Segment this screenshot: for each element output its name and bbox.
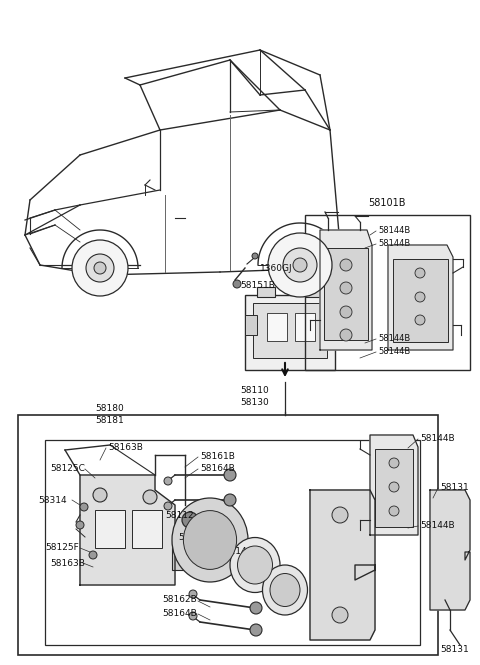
Circle shape xyxy=(94,262,106,274)
Text: 58144B: 58144B xyxy=(378,346,410,356)
Circle shape xyxy=(250,624,262,636)
Text: 58144B: 58144B xyxy=(378,225,410,235)
Ellipse shape xyxy=(263,565,308,615)
Circle shape xyxy=(340,306,352,318)
Circle shape xyxy=(72,240,128,296)
Bar xyxy=(253,303,327,358)
Circle shape xyxy=(340,259,352,271)
Text: 58113: 58113 xyxy=(178,533,207,541)
Text: 58181: 58181 xyxy=(95,416,124,424)
Text: 58144B: 58144B xyxy=(420,521,455,529)
Text: 58180: 58180 xyxy=(95,404,124,412)
Text: 58162B: 58162B xyxy=(162,595,197,604)
Bar xyxy=(305,215,470,370)
Circle shape xyxy=(268,233,332,297)
Circle shape xyxy=(93,488,107,502)
Circle shape xyxy=(389,458,399,468)
Ellipse shape xyxy=(230,537,280,593)
Text: 58110: 58110 xyxy=(240,386,269,394)
Text: 58314: 58314 xyxy=(38,495,67,505)
Ellipse shape xyxy=(270,573,300,606)
Circle shape xyxy=(283,248,317,282)
Text: 58114A: 58114A xyxy=(218,547,253,557)
Polygon shape xyxy=(430,490,470,610)
Bar xyxy=(132,510,162,548)
Circle shape xyxy=(340,282,352,294)
Bar xyxy=(323,315,335,335)
Circle shape xyxy=(415,268,425,278)
Text: 58164B: 58164B xyxy=(162,608,197,618)
Text: 58125C: 58125C xyxy=(50,464,85,473)
Circle shape xyxy=(182,512,198,528)
Text: 58161B: 58161B xyxy=(200,452,235,460)
Text: 1360GJ: 1360GJ xyxy=(260,263,293,273)
Circle shape xyxy=(76,521,84,529)
Circle shape xyxy=(89,551,97,559)
Text: 58101B: 58101B xyxy=(368,198,406,208)
Bar xyxy=(267,313,287,341)
Bar xyxy=(245,295,335,370)
Circle shape xyxy=(224,494,236,506)
Circle shape xyxy=(224,469,236,481)
Text: 58144B: 58144B xyxy=(378,334,410,342)
Text: 58151B: 58151B xyxy=(240,281,275,289)
Bar xyxy=(295,313,315,341)
Circle shape xyxy=(189,590,197,598)
Circle shape xyxy=(86,254,114,282)
Bar xyxy=(257,287,275,297)
Polygon shape xyxy=(310,490,375,640)
Bar xyxy=(375,449,413,527)
Ellipse shape xyxy=(238,546,273,584)
Circle shape xyxy=(293,258,307,272)
Circle shape xyxy=(250,602,262,614)
Text: 58112: 58112 xyxy=(165,511,193,519)
Circle shape xyxy=(415,315,425,325)
Circle shape xyxy=(332,507,348,523)
Bar xyxy=(95,510,125,548)
Ellipse shape xyxy=(172,498,248,582)
Bar xyxy=(245,315,257,335)
Text: 58131: 58131 xyxy=(440,483,469,491)
Circle shape xyxy=(143,490,157,504)
Circle shape xyxy=(80,503,88,511)
Circle shape xyxy=(189,612,197,620)
Bar xyxy=(172,540,248,570)
Bar xyxy=(305,287,323,297)
Circle shape xyxy=(389,506,399,516)
Circle shape xyxy=(415,292,425,302)
Polygon shape xyxy=(80,475,175,585)
Circle shape xyxy=(252,253,258,259)
Bar xyxy=(45,440,420,645)
Polygon shape xyxy=(388,245,453,350)
Circle shape xyxy=(233,280,241,288)
Text: 58125F: 58125F xyxy=(45,543,79,553)
Text: 58131: 58131 xyxy=(440,646,469,654)
Text: 58144B: 58144B xyxy=(378,239,410,247)
Polygon shape xyxy=(370,435,418,535)
Text: 58163B: 58163B xyxy=(50,559,85,567)
Ellipse shape xyxy=(183,511,237,569)
Text: 58130: 58130 xyxy=(240,398,269,406)
Polygon shape xyxy=(320,230,372,350)
Circle shape xyxy=(164,502,172,510)
Circle shape xyxy=(164,477,172,485)
Text: 58144B: 58144B xyxy=(420,434,455,442)
Circle shape xyxy=(340,329,352,341)
Text: 58163B: 58163B xyxy=(108,442,143,452)
Bar xyxy=(324,248,368,340)
Circle shape xyxy=(332,607,348,623)
Circle shape xyxy=(389,482,399,492)
Bar xyxy=(18,415,438,655)
Bar xyxy=(393,259,448,342)
Text: 58164B: 58164B xyxy=(200,464,235,473)
